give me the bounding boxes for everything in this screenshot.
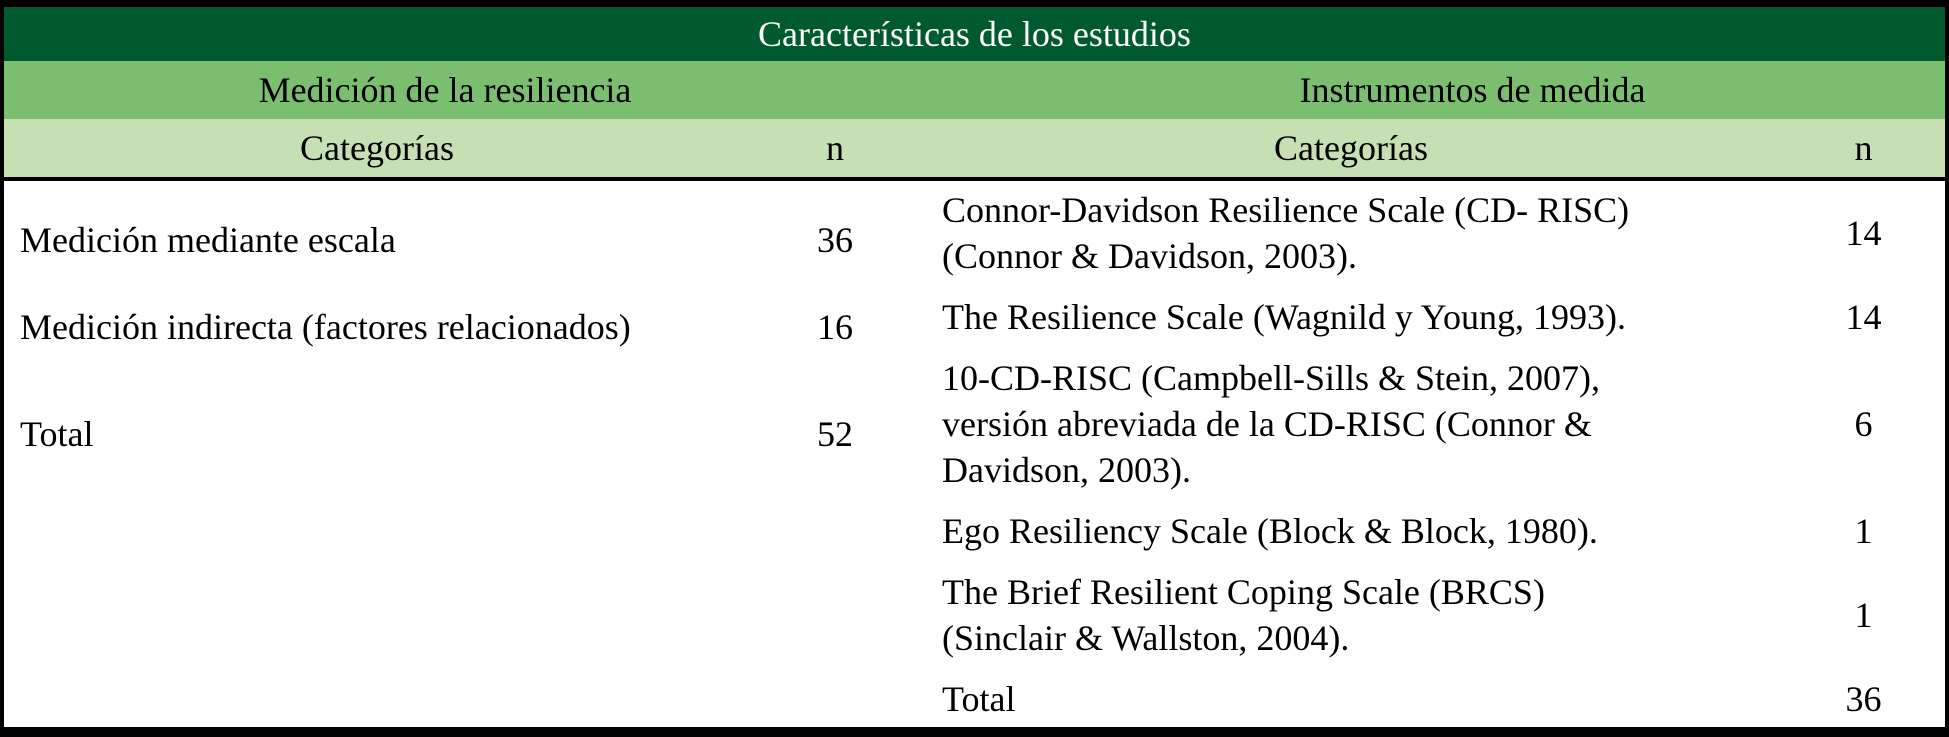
row-n-value: 36	[817, 220, 853, 260]
section-header-label: Medición de la resiliencia	[258, 70, 632, 110]
row-category: Medición mediante escala	[20, 220, 396, 260]
row-category: Total	[942, 679, 1016, 719]
row-category: 10-CD-RISC (Campbell-Sills & Stein, 2007…	[942, 358, 1601, 490]
column-header-categorias-left: Categorías	[4, 119, 750, 177]
row-category: Medición indirecta (factores relacionado…	[20, 307, 631, 347]
table-row-total: Total 52	[4, 411, 920, 457]
resiliencia-rows: Medición mediante escala 36 Medición ind…	[4, 181, 920, 727]
column-header-n-left: n	[750, 119, 920, 177]
row-n-value: 36	[1845, 679, 1882, 719]
table-row: Medición indirecta (factores relacionado…	[4, 304, 920, 350]
row-category: Total	[20, 414, 94, 454]
section-header-row: Medición de la resiliencia Instrumentos …	[4, 61, 1945, 119]
section-header-label: Instrumentos de medida	[1299, 70, 1646, 110]
column-header-label: n	[1854, 128, 1873, 168]
row-category: The Brief Resilient Coping Scale (BRCS) …	[942, 572, 1545, 658]
table-body: Medición mediante escala 36 Medición ind…	[4, 181, 1945, 727]
table-row: The Brief Resilient Coping Scale (BRCS) …	[920, 569, 1945, 661]
row-n-value: 52	[817, 414, 853, 454]
table-row-total: Total 36	[920, 676, 1945, 722]
column-header-label: Categorías	[300, 128, 454, 168]
column-header-row: Categorías n Categorías n	[4, 119, 1945, 181]
column-header-label: n	[826, 128, 844, 168]
row-category: The Resilience Scale (Wagnild y Young, 1…	[942, 297, 1626, 337]
column-header-n-right: n	[1782, 119, 1945, 177]
row-n-value: 14	[1845, 297, 1882, 337]
table-title-row: Características de los estudios	[4, 7, 1945, 61]
table-title: Características de los estudios	[758, 14, 1191, 54]
table-row: The Resilience Scale (Wagnild y Young, 1…	[920, 294, 1945, 340]
instrumentos-rows: Connor-Davidson Resilience Scale (CD- RI…	[920, 181, 1945, 727]
table-row: 10-CD-RISC (Campbell-Sills & Stein, 2007…	[920, 355, 1945, 493]
section-header-instrumentos: Instrumentos de medida	[920, 61, 1945, 119]
row-n-value: 1	[1854, 511, 1873, 551]
section-header-resiliencia: Medición de la resiliencia	[4, 61, 920, 119]
row-n-value: 14	[1845, 213, 1882, 253]
table-row: Ego Resiliency Scale (Block & Block, 198…	[920, 508, 1945, 554]
table-row: Medición mediante escala 36	[4, 217, 920, 263]
column-header-categorias-right: Categorías	[920, 119, 1782, 177]
column-header-label: Categorías	[1274, 128, 1428, 168]
table-row: Connor-Davidson Resilience Scale (CD- RI…	[920, 187, 1945, 279]
row-n-value: 6	[1854, 404, 1873, 444]
row-n-value: 16	[817, 307, 853, 347]
row-category: Connor-Davidson Resilience Scale (CD- RI…	[942, 190, 1630, 276]
row-n-value: 1	[1854, 595, 1873, 635]
row-category: Ego Resiliency Scale (Block & Block, 198…	[942, 511, 1598, 551]
